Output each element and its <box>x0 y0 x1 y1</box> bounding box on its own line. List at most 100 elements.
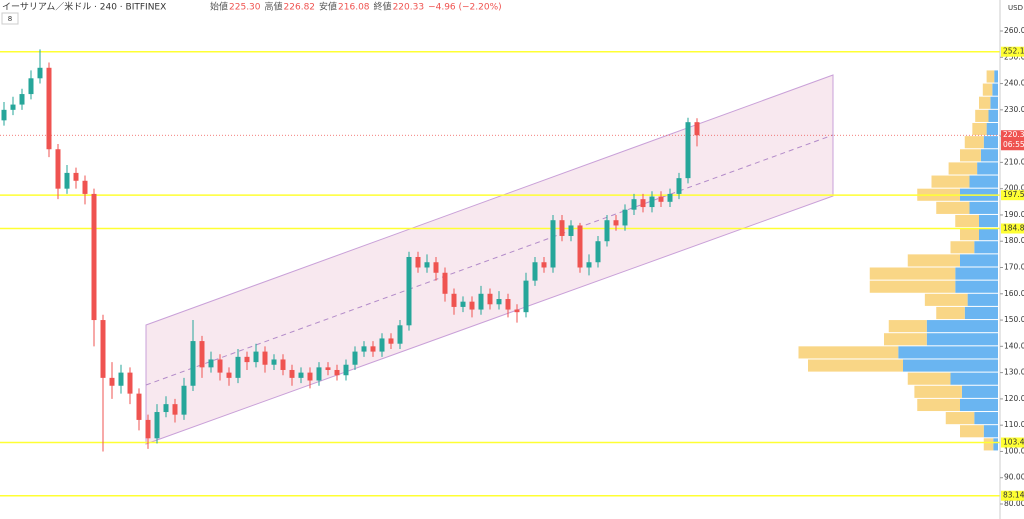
candle-body <box>505 299 511 310</box>
candle-body <box>244 356 250 363</box>
candle-body <box>640 199 646 208</box>
profile-down <box>979 214 998 228</box>
y-tick-label: 210.00 <box>1004 157 1024 166</box>
candles <box>1 49 700 452</box>
candle-body <box>82 180 88 194</box>
profile-down <box>898 346 998 359</box>
candle-body <box>325 367 331 370</box>
legend-text: 終値 <box>374 1 392 13</box>
level-label: 83.14 <box>1003 491 1024 500</box>
candle-body <box>460 301 466 307</box>
level-tag <box>1001 437 1024 448</box>
candle-body <box>514 309 520 313</box>
candle-body <box>532 262 538 281</box>
profile-down <box>988 109 998 122</box>
y-tick-label: 120.00 <box>1004 394 1024 403</box>
profile-up <box>869 280 956 293</box>
profile-down <box>926 333 998 346</box>
profile-up <box>936 306 965 320</box>
candle-body <box>46 67 52 150</box>
profile-up <box>884 333 927 346</box>
level-label: 197.52 <box>1003 190 1024 199</box>
candle-body <box>262 351 268 365</box>
profile-down <box>969 201 998 214</box>
profile-up <box>982 83 993 96</box>
candle-body <box>694 122 700 136</box>
profile-up <box>975 109 989 122</box>
profile-down <box>964 306 998 320</box>
candle-body <box>568 225 574 236</box>
candle-body <box>334 369 340 376</box>
candle-body <box>667 193 673 202</box>
profile-up <box>972 122 987 136</box>
candle-body <box>397 325 403 344</box>
candle-body <box>253 351 259 363</box>
indicator-badge-box[interactable] <box>1 12 19 25</box>
candle-body <box>469 301 475 310</box>
candle-body <box>622 209 628 226</box>
y-tick-label: 170.00 <box>1004 263 1024 272</box>
profile-down <box>983 136 998 149</box>
candle-body <box>379 338 385 352</box>
y-tick-label: 90.00 <box>1004 473 1024 482</box>
level-label: 252.12 <box>1003 47 1024 56</box>
candle-body <box>586 262 592 268</box>
profile-down <box>955 267 998 280</box>
profile-down <box>903 359 998 372</box>
candle-body <box>631 199 637 210</box>
profile-down <box>979 228 998 241</box>
candle-body <box>613 220 619 226</box>
candle-body <box>235 356 241 378</box>
candle-body <box>118 372 124 386</box>
candle-body <box>604 220 610 242</box>
candle-body <box>1 109 7 121</box>
y-tick-label: 230.00 <box>1004 105 1024 114</box>
profile-up <box>798 346 899 359</box>
profile-up <box>945 412 975 425</box>
candle-body <box>208 359 214 368</box>
profile-up <box>955 214 979 228</box>
candle-body <box>271 359 277 365</box>
y-tick-label: 260.00 <box>1004 26 1024 35</box>
legend-text: 225.30 <box>229 3 261 13</box>
last-price-tag <box>1001 130 1024 151</box>
candle-body <box>424 262 430 268</box>
candle-body <box>190 341 196 386</box>
candle-body <box>523 280 529 313</box>
profile-up <box>808 359 903 372</box>
legend-text: 220.33 <box>393 3 425 13</box>
parallel-channel <box>145 74 834 445</box>
profile-down <box>993 438 998 451</box>
candle-body <box>685 122 691 179</box>
y-tick-label: 110.00 <box>1004 420 1024 429</box>
candle-body <box>487 293 493 305</box>
candle-body <box>307 372 313 381</box>
level-tag <box>1001 190 1024 201</box>
candle-body <box>217 359 223 373</box>
profile-down <box>980 149 998 162</box>
candle-body <box>352 351 358 365</box>
profile-up <box>924 293 968 306</box>
candle-body <box>19 94 25 105</box>
y-tick-label: 250.00 <box>1004 52 1024 61</box>
candle-body <box>541 262 547 268</box>
y-tick-label: 180.00 <box>1004 236 1024 245</box>
profile-down <box>967 293 998 306</box>
candle-body <box>109 377 115 386</box>
profile-down <box>992 83 998 96</box>
candle-body <box>154 412 160 439</box>
candle-body <box>559 220 565 236</box>
profile-down <box>969 175 998 188</box>
y-tick-label: 140.00 <box>1004 341 1024 350</box>
profile-up <box>986 70 995 83</box>
y-tick-label: 130.00 <box>1004 368 1024 377</box>
indicator-badge[interactable]: 8 <box>8 15 12 23</box>
candle-body <box>577 225 583 268</box>
profile-down <box>983 425 998 438</box>
profile-up <box>960 149 981 162</box>
profile-down <box>974 412 998 425</box>
candle-body <box>64 172 70 189</box>
profile-down <box>986 122 998 136</box>
candle-body <box>676 178 682 194</box>
candle-body <box>433 262 439 273</box>
